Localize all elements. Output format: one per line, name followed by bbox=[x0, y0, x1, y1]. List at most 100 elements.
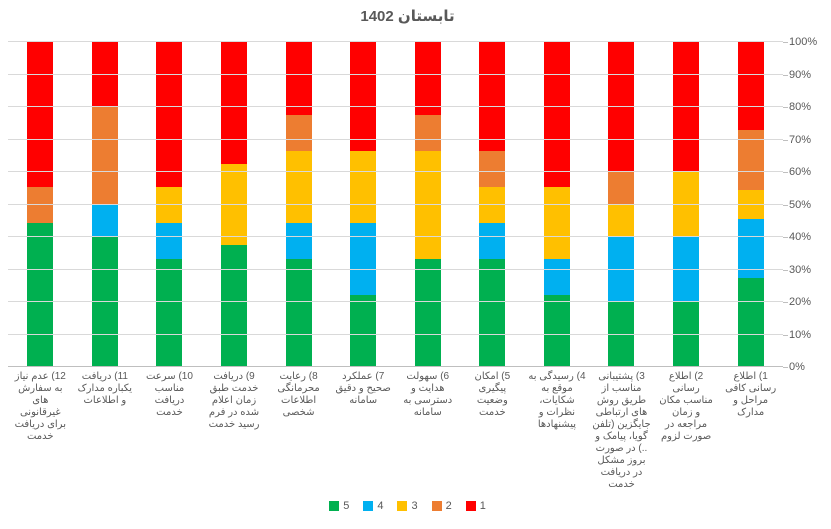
bar-segment-rating-1 bbox=[608, 42, 635, 172]
bar-segment-rating-3 bbox=[543, 186, 570, 259]
legend-swatch-icon bbox=[329, 501, 340, 511]
bar-segment-rating-1 bbox=[156, 42, 183, 187]
category-label: 6) سهولت هدایت و دسترسی به سامانه bbox=[403, 371, 453, 418]
y-axis-tick-label: 90% bbox=[789, 68, 812, 81]
category-label: 7) عملکرد صحیح و دقیق سامانه bbox=[335, 371, 391, 406]
y-axis-tick-mark bbox=[783, 172, 788, 173]
bar-column bbox=[525, 42, 590, 367]
bar-segment-rating-3 bbox=[673, 172, 700, 237]
legend-label: 2 bbox=[445, 500, 452, 512]
plot-area bbox=[8, 41, 783, 367]
bar-segment-rating-1 bbox=[737, 42, 764, 131]
bar-segment-rating-3 bbox=[479, 186, 506, 223]
bar-segment-rating-5 bbox=[27, 222, 54, 367]
y-gridline bbox=[8, 138, 783, 140]
y-axis-tick-label: 80% bbox=[789, 101, 812, 113]
y-axis-tick-label: 50% bbox=[789, 198, 812, 211]
y-axis-tick-mark bbox=[783, 237, 788, 238]
legend-item: 1 bbox=[465, 500, 486, 512]
category-label: 10) سرعت مناسب دریافت خدمت bbox=[145, 371, 193, 418]
y-gridline bbox=[8, 41, 783, 42]
category-label: 11) دریافت یکباره مدارک و اطلاعات bbox=[77, 371, 133, 406]
bar-segment-rating-2 bbox=[91, 107, 118, 205]
bar-segment-rating-4 bbox=[91, 204, 118, 237]
bar-column bbox=[460, 42, 525, 367]
bar-segment-rating-5 bbox=[221, 245, 248, 367]
bar-segment-rating-3 bbox=[221, 163, 248, 246]
bar-segment-rating-4 bbox=[608, 237, 635, 302]
y-axis-tick-mark bbox=[783, 269, 788, 271]
bar-segment-rating-2 bbox=[479, 150, 506, 187]
y-axis-tick-label: 100% bbox=[789, 36, 818, 48]
category-label: 9) دریافت خدمت طبق زمان اعلام شده در فرم… bbox=[208, 371, 260, 430]
bar-segment-rating-3 bbox=[414, 150, 441, 259]
legend-item: 2 bbox=[431, 500, 452, 512]
bar-column bbox=[331, 42, 396, 367]
legend-label: 3 bbox=[411, 500, 418, 512]
bar-segment-rating-2 bbox=[285, 114, 312, 151]
bar-segment-rating-5 bbox=[479, 258, 506, 367]
bar-segment-rating-1 bbox=[221, 42, 248, 164]
bar-segment-rating-2 bbox=[737, 130, 764, 190]
bar-segment-rating-5 bbox=[91, 237, 118, 367]
y-axis-tick-label: 40% bbox=[789, 231, 812, 243]
bar-segment-rating-2 bbox=[608, 172, 635, 205]
y-axis-tick-label: 20% bbox=[789, 296, 812, 308]
bar-column bbox=[73, 42, 138, 367]
category-label: 5) امکان پیگیری وضعیت خدمت bbox=[474, 371, 511, 418]
y-axis-tick-mark bbox=[783, 74, 788, 76]
y-axis-tick-mark bbox=[783, 204, 788, 206]
y-axis-tick-mark bbox=[783, 139, 788, 141]
bar-segment-rating-5 bbox=[350, 294, 377, 367]
bar-segment-rating-1 bbox=[285, 42, 312, 115]
bar-segment-rating-4 bbox=[285, 222, 312, 259]
bar-segment-rating-1 bbox=[673, 42, 700, 172]
y-gridline bbox=[8, 171, 783, 172]
category-label: 12) عدم نیاز به سفارش های غیرقانونی برای… bbox=[14, 371, 66, 442]
bar-segment-rating-5 bbox=[285, 258, 312, 367]
y-axis-tick-mark bbox=[783, 367, 788, 368]
bar-segment-rating-1 bbox=[91, 42, 118, 107]
legend-label: 4 bbox=[377, 500, 384, 512]
bar-column bbox=[589, 42, 654, 367]
category-label: 3) پشتیبانی مناسب از طریق روش های ارتباط… bbox=[592, 371, 651, 490]
bar-segment-rating-1 bbox=[479, 42, 506, 151]
y-gridline bbox=[8, 106, 783, 107]
y-axis-tick-label: 0% bbox=[789, 361, 805, 373]
y-gridline bbox=[8, 268, 783, 270]
y-gridline bbox=[8, 73, 783, 75]
bars bbox=[8, 42, 783, 367]
bar-segment-rating-1 bbox=[27, 42, 54, 187]
bar-segment-rating-4 bbox=[350, 222, 377, 295]
y-axis: 0% 10% 20% 30% 40% 50% 60% 70% 80% 90% 100% bbox=[789, 0, 831, 400]
chart-title: تابستان 1402 bbox=[360, 8, 455, 25]
bar-segment-rating-5 bbox=[156, 258, 183, 367]
legend: 5 4 3 2 1 bbox=[0, 500, 815, 512]
y-axis-tick-mark bbox=[783, 334, 788, 336]
bar-segment-rating-2 bbox=[27, 186, 54, 223]
bar-segment-rating-2 bbox=[414, 114, 441, 151]
bar-segment-rating-1 bbox=[543, 42, 570, 187]
y-axis-tick-mark bbox=[783, 302, 788, 303]
bar-segment-rating-3 bbox=[156, 186, 183, 223]
category-label: 4) رسیدگی به موقع به شکایات، نظرات و پیش… bbox=[528, 371, 586, 430]
bar-segment-rating-4 bbox=[156, 222, 183, 259]
bar-segment-rating-4 bbox=[673, 237, 700, 302]
bar-column bbox=[395, 42, 460, 367]
legend-item: 3 bbox=[397, 500, 418, 512]
category-label: 2) اطلاع رسانی مناسب مکان و زمان مراجعه … bbox=[659, 371, 713, 442]
bar-column bbox=[654, 42, 719, 367]
y-gridline bbox=[8, 301, 783, 302]
y-axis-tick-label: 60% bbox=[789, 166, 812, 178]
category-label: 8) رعایت محرمانگی اطلاعات شخصی bbox=[277, 371, 320, 418]
bar-column bbox=[202, 42, 267, 367]
bar-segment-rating-4 bbox=[737, 219, 764, 279]
bar-column bbox=[8, 42, 73, 367]
y-axis-tick-label: 10% bbox=[789, 328, 812, 341]
legend-swatch-icon bbox=[397, 501, 408, 511]
y-axis-tick-mark bbox=[783, 42, 788, 43]
bar-segment-rating-3 bbox=[350, 150, 377, 223]
legend-swatch-icon bbox=[431, 501, 442, 511]
y-gridline bbox=[8, 333, 783, 335]
x-axis-line bbox=[8, 366, 783, 367]
